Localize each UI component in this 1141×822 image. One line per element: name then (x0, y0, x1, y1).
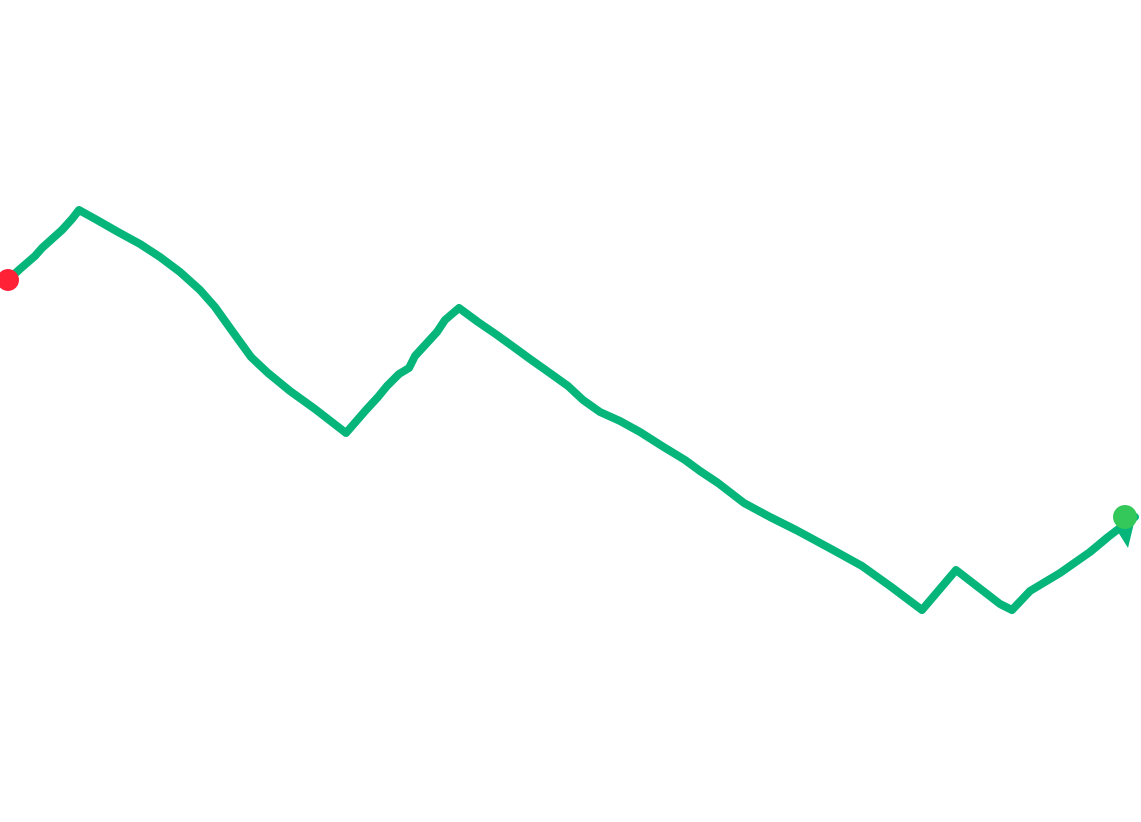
direction-arrow-icon (1118, 523, 1134, 548)
start-marker[interactable] (0, 269, 19, 291)
end-marker[interactable] (1113, 505, 1137, 529)
route-line (4, 206, 1139, 614)
